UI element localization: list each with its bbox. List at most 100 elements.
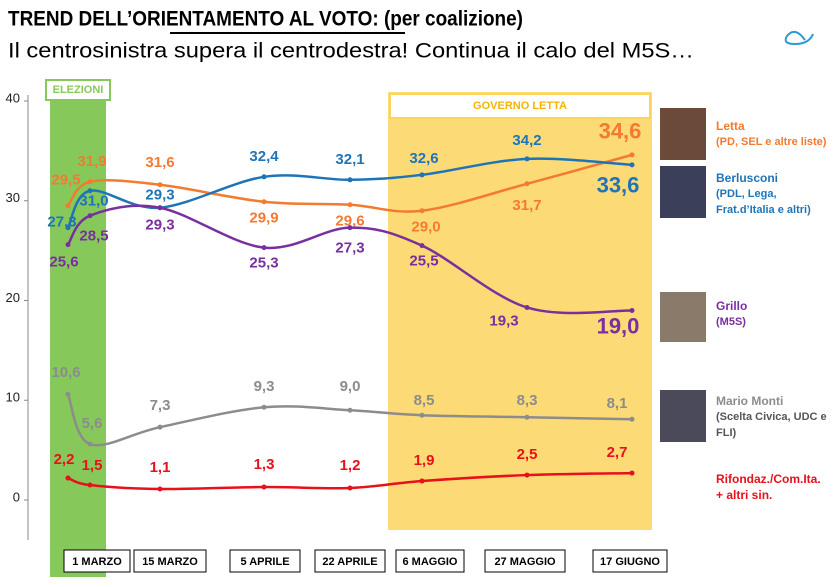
logo xyxy=(784,30,814,46)
photo xyxy=(660,390,706,442)
point xyxy=(419,243,425,249)
point xyxy=(419,208,425,214)
y-tick-label: 10 xyxy=(6,390,20,405)
photo xyxy=(660,108,706,160)
x-tick-label: 15 MARZO xyxy=(142,556,198,568)
x-tick-label: 5 APRILE xyxy=(240,556,289,568)
data-label: 19,3 xyxy=(489,312,518,329)
x-tick-box xyxy=(63,549,131,573)
point xyxy=(419,478,425,484)
point xyxy=(347,407,353,413)
legend-entry: Mario Monti (Scelta Civica, UDC e FLI) xyxy=(716,393,834,441)
data-label: 31,9 xyxy=(77,153,106,170)
data-label: 34,2 xyxy=(512,132,541,149)
legend-entry: Letta (PD, SEL e altre liste) xyxy=(716,118,834,150)
point xyxy=(347,177,353,183)
data-label: 8,5 xyxy=(414,392,435,409)
data-label: 31,6 xyxy=(145,154,174,171)
chart-subtitle: Il centrosinistra supera il centrodestra… xyxy=(8,40,694,63)
point xyxy=(87,441,93,447)
data-label: 1,9 xyxy=(414,452,435,469)
point xyxy=(629,416,635,422)
data-label: 8,3 xyxy=(517,392,538,409)
point xyxy=(524,156,530,162)
data-label: 27,3 xyxy=(47,214,76,231)
point xyxy=(524,472,530,478)
photos xyxy=(660,108,706,442)
legend-entry: Rifondaz./Com.Ita. + altri sin. xyxy=(716,471,834,503)
data-label: 5,6 xyxy=(82,415,103,432)
x-tick-label: 1 MARZO xyxy=(72,556,122,568)
y-tick-label: 30 xyxy=(6,190,20,205)
legend-name: Mario Monti xyxy=(716,394,784,408)
point xyxy=(261,199,267,205)
data-label: 1,2 xyxy=(340,457,361,474)
data-label: 25,3 xyxy=(249,255,278,272)
point xyxy=(65,391,71,397)
data-label: 29,5 xyxy=(51,172,80,189)
y-tick-label: 20 xyxy=(6,290,20,305)
data-label: 32,1 xyxy=(335,151,364,168)
legend-name: Berlusconi xyxy=(716,171,779,185)
legend-entry: Berlusconi (PDL, Lega, Frat.d’Italia e al… xyxy=(716,170,834,218)
photo xyxy=(660,292,706,342)
x-tick-label: 22 APRILE xyxy=(322,556,377,568)
y-tick-label: 40 xyxy=(6,90,20,105)
data-label: 2,7 xyxy=(607,444,628,461)
government-label: GOVERNO LETTA xyxy=(473,100,567,112)
point xyxy=(157,205,163,211)
x-tick-box xyxy=(592,549,668,573)
data-label: 33,6 xyxy=(597,173,640,198)
point xyxy=(87,188,93,194)
x-tick-box xyxy=(229,549,301,573)
x-tick-box xyxy=(395,549,465,573)
point xyxy=(261,484,267,490)
legend-name: Rifondaz./Com.Ita. + altri sin. xyxy=(716,472,821,502)
government-box xyxy=(389,93,651,119)
election-box xyxy=(45,79,111,101)
x-tick-box xyxy=(133,549,207,573)
point xyxy=(87,482,93,488)
legend-description: (Scelta Civica, UDC e FLI) xyxy=(716,411,827,439)
election-label: ELEZIONI xyxy=(53,84,104,96)
data-label: 10,6 xyxy=(51,364,80,381)
legend-description: (PD, SEL e altre liste) xyxy=(716,136,827,148)
point xyxy=(261,404,267,410)
point xyxy=(629,162,635,168)
point xyxy=(87,213,93,219)
data-label: 25,5 xyxy=(409,253,438,270)
point xyxy=(65,475,71,481)
point xyxy=(347,485,353,491)
data-label: 29,3 xyxy=(145,217,174,234)
point xyxy=(87,179,93,185)
point xyxy=(261,174,267,180)
data-label: 28,5 xyxy=(79,228,108,245)
data-label: 9,0 xyxy=(340,378,361,395)
point xyxy=(157,424,163,430)
data-label: 2,5 xyxy=(517,446,538,463)
data-label: 1,3 xyxy=(254,456,275,473)
point xyxy=(347,225,353,231)
x-tick-label: 27 MAGGIO xyxy=(494,556,556,568)
x-tick-label: 6 MAGGIO xyxy=(402,556,457,568)
point xyxy=(629,152,635,158)
x-tick-label: 17 GIUGNO xyxy=(600,556,660,568)
data-label: 31,0 xyxy=(79,193,108,210)
election-band xyxy=(50,95,106,577)
data-label: 2,2 xyxy=(54,451,75,468)
data-label: 34,6 xyxy=(599,119,642,144)
data-label: 31,7 xyxy=(512,197,541,214)
point xyxy=(419,172,425,178)
chart-title: TREND DELL’ORIENTAMENTO AL VOTO: (per co… xyxy=(8,8,523,31)
legend-name: Letta xyxy=(716,119,745,133)
data-label: 1,1 xyxy=(150,459,171,476)
point xyxy=(629,470,635,476)
data-label: 19,0 xyxy=(597,313,640,338)
point xyxy=(629,307,635,313)
legend-name: Grillo xyxy=(716,299,748,313)
point xyxy=(347,202,353,208)
data-label: 29,0 xyxy=(411,219,440,236)
data-label: 29,3 xyxy=(145,187,174,204)
legend-description: (M5S) xyxy=(716,316,746,328)
